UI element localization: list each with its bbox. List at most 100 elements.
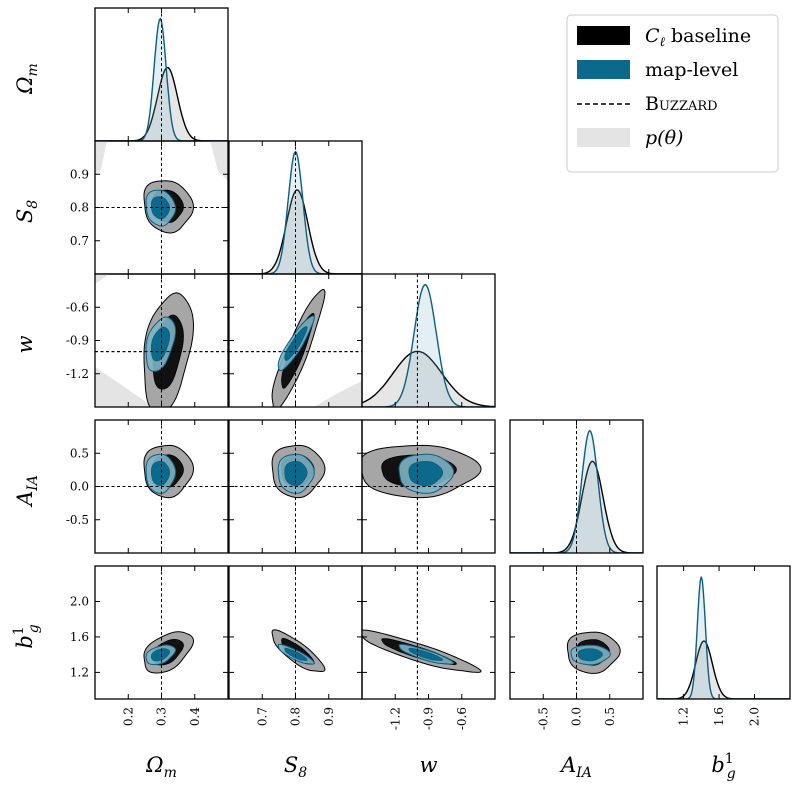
panel-aia-vs-om: -0.5 0.0 0.5 (66, 419, 229, 554)
panel-bg-vs-om: 1.2 1.6 2.0 0.2 0.3 0.4 (70, 565, 229, 726)
panel-frame (361, 565, 496, 700)
corner-panels: 0.7 0.8 0.9 -1.2 -0.9 -0.6 -0.5 0.0 0.5 1.2 1.6 2.0… (66, 7, 791, 730)
panel-aia-vs-w (361, 419, 496, 554)
panel-contents (657, 576, 790, 699)
axis-labels: Ωm Ωm S8 S8 w w AIA AIA b1 g b1g (11, 63, 736, 782)
x-tick-label: 0.5 (603, 707, 617, 726)
legend-color-rect (577, 128, 630, 147)
legend: Cℓ baseline map-level Buzzard p(θ) (566, 14, 779, 173)
y-tick-label: 0.5 (70, 446, 89, 460)
x-axis-label-om: Ωm (145, 753, 177, 781)
x-tick-label: 1.2 (677, 707, 691, 726)
legend-label-1: map-level (645, 59, 738, 81)
panel-frame (656, 565, 791, 700)
marginal-fill-w-0 (362, 351, 495, 407)
panel-bg-vs-aia: -0.5 0.0 0.5 (509, 565, 644, 730)
prior-region (95, 274, 109, 284)
y-axis-label-s8: S8 (13, 200, 41, 223)
marginal-fill-aia-1 (510, 430, 643, 553)
panel-contents (95, 8, 228, 141)
x-tick-label: 0.3 (155, 707, 169, 726)
panel-w-vs-w (361, 273, 496, 408)
panel-aia-vs-aia (509, 419, 644, 554)
x-axis-label-s8: S8 (284, 753, 307, 781)
marginal-curve-s8-1 (229, 150, 362, 274)
panel-contents (271, 566, 326, 699)
panel-w-vs-om: -1.2 -0.9 -0.6 (66, 273, 229, 408)
panel-contents (362, 566, 482, 699)
panel-contents (95, 274, 228, 407)
panel-bg-vs-w: -1.2 -0.9 -0.6 (361, 565, 496, 730)
legend-color-rect (577, 60, 630, 79)
panel-bg-vs-s8: 0.7 0.8 0.9 (228, 565, 363, 726)
contour-68-1 (408, 461, 444, 486)
contour-68-1 (577, 648, 603, 662)
marginal-fill-w-1 (362, 284, 495, 407)
contour-68-1 (151, 326, 170, 362)
y-axis-label-w: w (13, 335, 37, 353)
y-tick-label: 0.7 (70, 234, 89, 248)
legend-label-3: p(θ) (645, 127, 683, 149)
panel-w-vs-s8 (228, 273, 363, 408)
x-tick-label: -1.2 (388, 707, 402, 730)
x-tick-label: 0.7 (255, 707, 269, 726)
panel-contents (510, 420, 643, 553)
y-tick-label: 0.9 (70, 167, 89, 181)
marginal-curve-w-0 (362, 350, 495, 407)
contour-68-1 (151, 196, 170, 220)
x-tick-label: -0.9 (422, 707, 436, 730)
panel-contents (362, 420, 495, 553)
panel-s8-vs-om: 0.7 0.8 0.9 (70, 140, 229, 275)
legend-swatch-3 (577, 128, 630, 147)
legend-color-rect (577, 26, 630, 45)
panel-s8-vs-s8 (228, 140, 363, 275)
y-axis-label-aia: AIA (13, 475, 41, 508)
panel-contents (362, 274, 495, 407)
prior-region (95, 141, 107, 175)
y-tick-label: 0.0 (70, 480, 89, 494)
x-tick-label: 0.4 (188, 707, 202, 726)
x-axis-label-aia: AIA (559, 753, 592, 781)
legend-swatch-0 (577, 26, 630, 45)
x-axis-label-w: w (420, 753, 438, 777)
x-tick-label: 0.9 (322, 707, 336, 726)
legend-swatch-1 (577, 60, 630, 79)
y-axis-label-bg: b1g (11, 624, 42, 648)
panel-contents (566, 566, 621, 699)
x-tick-label: 0.8 (289, 707, 303, 726)
x-tick-label: -0.5 (536, 707, 550, 730)
legend-label-2: Buzzard (645, 93, 718, 115)
y-tick-label: -1.2 (66, 367, 89, 381)
contour-68-1 (151, 461, 170, 486)
x-tick-label: 0.2 (121, 707, 135, 726)
panel-contents (95, 420, 228, 553)
y-tick-label: -0.9 (66, 334, 89, 348)
panel-contents (229, 420, 362, 553)
prior-region (314, 381, 362, 407)
panel-contents (95, 141, 228, 274)
y-axis-label-om: Ωm (13, 63, 41, 95)
x-tick-label: -0.6 (455, 707, 469, 730)
y-tick-label: -0.5 (66, 513, 89, 527)
y-tick-label: 0.8 (70, 201, 89, 215)
panel-bg-vs-bg: 1.2 1.6 2.0 (656, 565, 791, 726)
contour-68-1 (284, 461, 308, 486)
y-tick-label: 1.2 (70, 665, 89, 679)
x-axis-label-bg: b1 g (711, 751, 735, 782)
x-tick-label: 0.0 (570, 707, 584, 726)
marginal-curve-bg-0 (657, 640, 790, 699)
y-tick-label: 2.0 (70, 594, 89, 608)
panel-contents (229, 141, 362, 274)
y-tick-label: -0.6 (66, 300, 89, 314)
prior-region (210, 141, 228, 181)
panel-contents (143, 566, 195, 699)
contour-68-1 (151, 648, 170, 662)
x-tick-label: 1.6 (712, 707, 726, 726)
panel-contents (229, 274, 362, 407)
y-tick-label: 1.6 (70, 630, 89, 644)
legend-label-0: Cℓ baseline (645, 25, 751, 50)
panel-aia-vs-s8 (228, 419, 363, 554)
x-tick-label: 2.0 (748, 707, 762, 726)
panel-om-vs-om (94, 7, 229, 142)
